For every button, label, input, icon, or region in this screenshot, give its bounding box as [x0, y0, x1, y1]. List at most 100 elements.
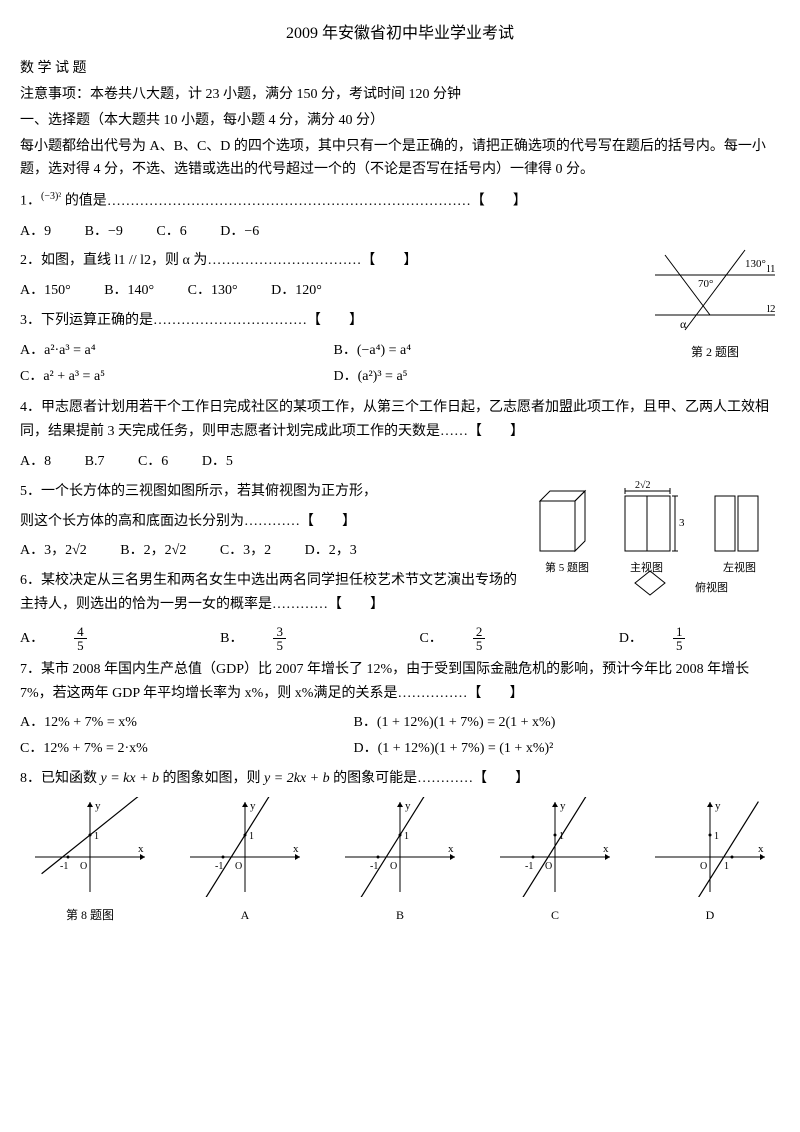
q8-graph-4: 1 1 O x y D [640, 797, 780, 926]
dots [272, 597, 328, 612]
q3-opt-a: A．a²·a³ = a⁴ [20, 339, 300, 363]
q8-graphs: 1 -1 O x y 第 8 题图 1 -1 O x y A 1 -1 O x … [20, 797, 780, 926]
q8-stem-b: 的图象如图，则 [159, 771, 264, 786]
exam-title: 2009 年安徽省初中毕业学业考试 [20, 20, 780, 47]
svg-text:-1: -1 [60, 861, 68, 872]
q8-eq2: y = 2kx + b [264, 771, 330, 786]
svg-text:O: O [545, 861, 552, 872]
q6-bracket: 【 】 [328, 597, 384, 612]
svg-text:70°: 70° [698, 278, 713, 290]
svg-text:y: y [405, 800, 411, 812]
q6-options: A．45 B．35 C．25 D．15 [20, 625, 780, 652]
q1-opt-a: A．9 [20, 220, 51, 244]
q4-opt-c: C．6 [138, 450, 168, 474]
question-1: 1．(−3)² 的值是 【 】 [20, 188, 780, 213]
q3-opt-b: B．(−a⁴) = a⁴ [334, 339, 412, 363]
svg-text:y: y [560, 800, 566, 812]
q1-expr: (−3)² [41, 191, 61, 202]
question-5b: 则这个长方体的高和底面边长分别为 【 】 [20, 510, 780, 534]
question-5a: 5．一个长方体的三视图如图所示，若其俯视图为正方形， [20, 480, 780, 504]
svg-text:x: x [448, 843, 454, 855]
dots [244, 514, 300, 529]
q6-stem: 6．某校决定从三名男生和两名女生中选出两名同学担任校艺术节文艺演出专场的主持人，… [20, 573, 517, 612]
svg-text:O: O [700, 861, 707, 872]
svg-text:O: O [80, 861, 87, 872]
svg-text:x: x [758, 843, 764, 855]
question-3: 3．下列运算正确的是 【 】 [20, 309, 780, 333]
q5-opt-b: B．2，2√2 [120, 539, 186, 563]
q2-opt-d: D．120° [271, 279, 322, 303]
svg-text:1: 1 [714, 831, 719, 842]
svg-text:x: x [603, 843, 609, 855]
q3-opt-d: D．(a²)³ = a⁵ [334, 365, 408, 389]
q7-opt-b: B．(1 + 12%)(1 + 7%) = 2(1 + x%) [354, 711, 556, 735]
q8-graph-label: C [485, 905, 625, 925]
subject-line: 数 学 试 题 [20, 57, 780, 81]
q3-stem: 3．下列运算正确的是 [20, 313, 153, 328]
q4-opt-d: D．5 [202, 450, 233, 474]
svg-text:y: y [250, 800, 256, 812]
q3-bracket: 【 】 [307, 313, 363, 328]
q3-options-row2: C．a² + a³ = a⁵ D．(a²)³ = a⁵ [20, 365, 780, 389]
q8-graph-3: 1 -1 O x y C [485, 797, 625, 926]
question-2: 2．如图，直线 l1 // l2，则 α 为 【 】 [20, 249, 780, 273]
q1-options: A．9 B．−9 C．6 D．−6 [20, 220, 780, 244]
dots [153, 313, 307, 328]
question-7: 7．某市 2008 年国内生产总值（GDP）比 2007 年增长了 12%，由于… [20, 658, 780, 706]
question-8: 8．已知函数 y = kx + b 的图象如图，则 y = 2kx + b 的图… [20, 767, 780, 791]
q8-graph-0: 1 -1 O x y 第 8 题图 [20, 797, 160, 926]
q8-graph-label: 第 8 题图 [20, 905, 160, 925]
q2-opt-b: B．140° [104, 279, 154, 303]
q5-opt-a: A．3，2√2 [20, 539, 87, 563]
q2-stem: 2．如图，直线 l1 // l2，则 α 为 [20, 253, 207, 268]
q2-bracket: 【 】 [361, 253, 417, 268]
q6-opt-c: C．25 [419, 625, 545, 652]
svg-text:x: x [293, 843, 299, 855]
q2-opt-c: C．130° [188, 279, 238, 303]
q8-graph-label: D [640, 905, 780, 925]
q8-stem-a: 8．已知函数 [20, 771, 101, 786]
q8-graph-2: 1 -1 O x y B [330, 797, 470, 926]
q1-opt-b: B．−9 [85, 220, 123, 244]
notice: 注意事项：本卷共八大题，计 23 小题，满分 150 分，考试时间 120 分钟 [20, 83, 780, 107]
section1-heading: 一、选择题（本大题共 10 小题，每小题 4 分，满分 40 分） [20, 109, 780, 133]
q4-opt-b: B.7 [85, 450, 105, 474]
q7-options-row1: A．12% + 7% = x% B．(1 + 12%)(1 + 7%) = 2(… [20, 711, 780, 735]
svg-text:1: 1 [249, 831, 254, 842]
q4-opt-a: A．8 [20, 450, 51, 474]
q6-opt-b: B．35 [220, 625, 346, 652]
q8-stem-c: 的图象可能是………… [330, 771, 474, 786]
q5-opt-d: D．2，3 [305, 539, 357, 563]
svg-text:1: 1 [94, 831, 99, 842]
q1-opt-c: C．6 [156, 220, 186, 244]
q7-opt-a: A．12% + 7% = x% [20, 711, 320, 735]
q2-opt-a: A．150° [20, 279, 71, 303]
q1-bracket: 【 】 [471, 194, 527, 209]
q6-opt-d: D．15 [619, 625, 746, 652]
q1-stem-b: 的值是 [61, 194, 107, 209]
q5-opt-c: C．3，2 [220, 539, 271, 563]
q5-stem2: 则这个长方体的高和底面边长分别为 [20, 514, 244, 529]
q8-graph-label: A [175, 905, 315, 925]
dots [107, 194, 471, 209]
section1-desc: 每小题都给出代号为 A、B、C、D 的四个选项，其中只有一个是正确的，请把正确选… [20, 135, 780, 183]
svg-text:y: y [95, 800, 101, 812]
svg-text:1: 1 [404, 831, 409, 842]
q4-options: A．8 B.7 C．6 D．5 [20, 450, 780, 474]
question-6: 6．某校决定从三名男生和两名女生中选出两名同学担任校艺术节文艺演出专场的主持人，… [20, 569, 780, 617]
q8-graph-label: B [330, 905, 470, 925]
q5-bracket: 【 】 [300, 514, 356, 529]
q2-fig-label: 第 2 题图 [650, 342, 780, 362]
svg-text:1: 1 [559, 831, 564, 842]
svg-text:O: O [390, 861, 397, 872]
svg-text:x: x [138, 843, 144, 855]
svg-text:-1: -1 [370, 861, 378, 872]
svg-text:y: y [715, 800, 721, 812]
q8-eq1: y = kx + b [101, 771, 160, 786]
q1-stem-a: 1． [20, 194, 41, 209]
question-4: 4．甲志愿者计划用若干个工作日完成社区的某项工作，从第三个工作日起，乙志愿者加盟… [20, 396, 780, 444]
q7-opt-d: D．(1 + 12%)(1 + 7%) = (1 + x%)² [354, 737, 554, 761]
q8-bracket: 【 】 [473, 771, 529, 786]
svg-text:-1: -1 [525, 861, 533, 872]
svg-text:1: 1 [724, 861, 729, 872]
